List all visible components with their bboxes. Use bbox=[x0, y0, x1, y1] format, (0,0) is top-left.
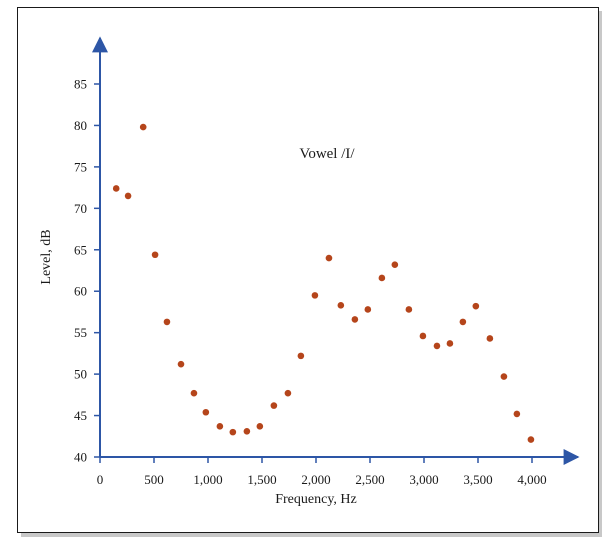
x-tick-label: 2,000 bbox=[301, 472, 330, 487]
y-ticks: 40 45 50 55 60 65 70 75 80 85 bbox=[74, 77, 100, 465]
data-point bbox=[163, 318, 171, 326]
data-point bbox=[486, 335, 494, 342]
data-point bbox=[419, 332, 427, 340]
chart-frame bbox=[17, 7, 599, 533]
data-point bbox=[190, 389, 198, 397]
y-axis-title: Level, dB bbox=[39, 229, 54, 284]
data-point bbox=[151, 251, 159, 259]
y-tick-label: 50 bbox=[74, 367, 87, 382]
y-tick-label: 60 bbox=[74, 284, 87, 299]
data-point bbox=[124, 192, 132, 200]
data-point bbox=[500, 373, 508, 380]
data-point bbox=[216, 423, 224, 430]
x-ticks: 0 500 1,000 1,500 2,000 2,500 3,000 3,500 4,000 bbox=[97, 457, 547, 487]
data-point bbox=[337, 302, 345, 309]
x-tick-label: 0 bbox=[97, 472, 104, 487]
data-point bbox=[325, 254, 333, 262]
data-point bbox=[433, 342, 441, 350]
y-tick-label: 70 bbox=[74, 201, 87, 216]
vowel-annotation: Vowel /I/ bbox=[299, 146, 355, 162]
data-point bbox=[229, 428, 237, 436]
data-point bbox=[405, 306, 413, 313]
data-point bbox=[112, 185, 120, 192]
data-point bbox=[270, 402, 278, 409]
data-point bbox=[284, 389, 292, 397]
data-point bbox=[446, 340, 454, 347]
data-point bbox=[202, 408, 210, 416]
data-point bbox=[527, 436, 535, 443]
x-tick-label: 1,500 bbox=[247, 472, 276, 487]
data-point bbox=[297, 352, 305, 360]
x-tick-label: 3,500 bbox=[463, 472, 492, 487]
y-tick-label: 55 bbox=[74, 325, 87, 340]
data-point bbox=[391, 261, 399, 268]
data-point bbox=[364, 306, 372, 313]
data-point bbox=[311, 292, 319, 299]
x-tick-label: 500 bbox=[144, 472, 164, 487]
x-tick-label: 2,500 bbox=[355, 472, 384, 487]
y-tick-label: 65 bbox=[74, 242, 87, 257]
data-point bbox=[472, 302, 480, 310]
x-tick-label: 3,000 bbox=[409, 472, 438, 487]
y-tick-label: 80 bbox=[74, 118, 87, 133]
data-point bbox=[459, 318, 467, 326]
data-point bbox=[256, 423, 264, 430]
data-point bbox=[351, 316, 359, 323]
data-point bbox=[513, 410, 521, 418]
y-tick-label: 75 bbox=[74, 159, 87, 174]
data-points bbox=[112, 123, 535, 443]
y-tick-label: 45 bbox=[74, 408, 87, 423]
data-point bbox=[139, 123, 147, 131]
x-tick-label: 4,000 bbox=[517, 472, 546, 487]
data-point bbox=[378, 274, 386, 282]
data-point bbox=[243, 428, 251, 435]
x-axis-title: Frequency, Hz bbox=[275, 492, 357, 507]
x-tick-label: 1,000 bbox=[193, 472, 222, 487]
y-tick-label: 40 bbox=[74, 450, 87, 465]
y-tick-label: 85 bbox=[74, 77, 87, 92]
data-point bbox=[177, 360, 185, 368]
